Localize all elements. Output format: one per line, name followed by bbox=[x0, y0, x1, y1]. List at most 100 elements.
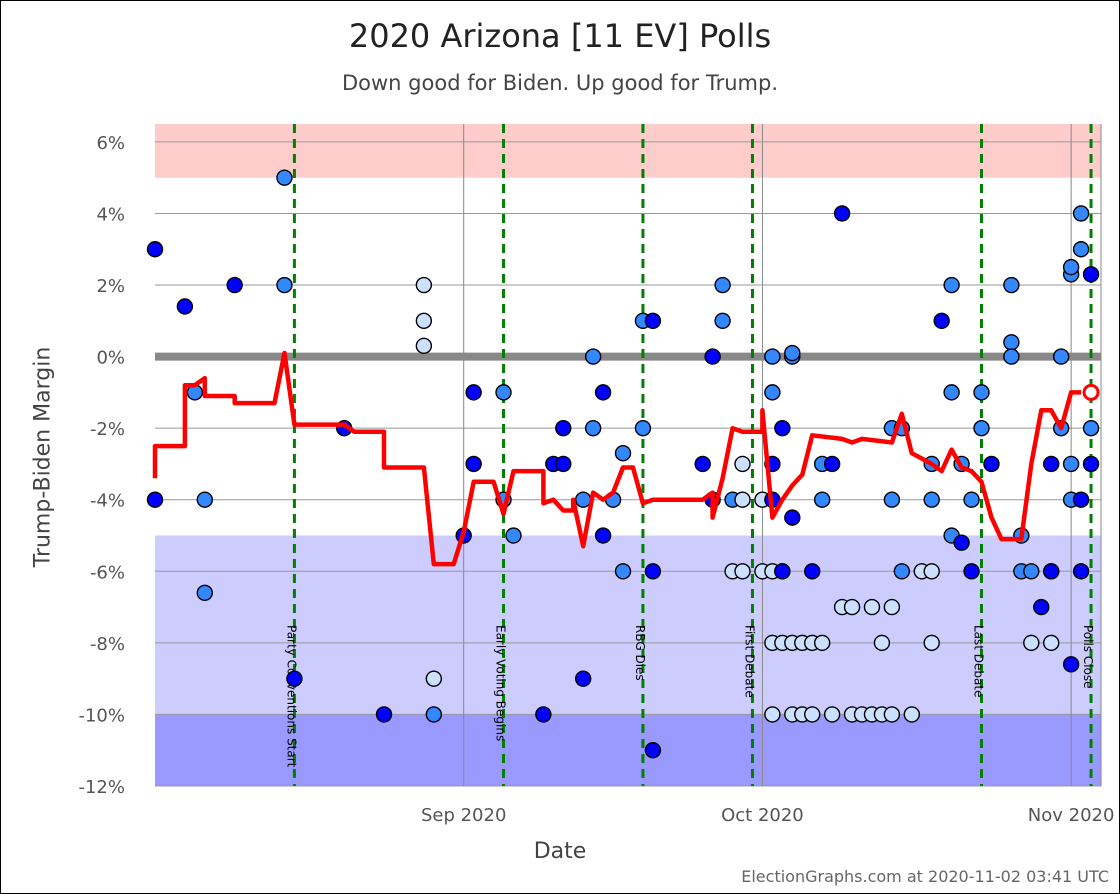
poll-point bbox=[893, 563, 911, 580]
poll-point bbox=[1023, 563, 1040, 580]
poll-point bbox=[634, 419, 652, 437]
y-tick-label: 0% bbox=[96, 348, 125, 369]
event-layer: Party Conventions Start Early Voting Begi… bbox=[284, 124, 1095, 786]
poll-point bbox=[714, 276, 731, 294]
poll-point bbox=[883, 491, 901, 508]
poll-point bbox=[833, 205, 851, 222]
poll-point bbox=[196, 584, 213, 601]
poll-point bbox=[973, 419, 990, 437]
poll-point bbox=[1072, 563, 1090, 580]
poll-point bbox=[1023, 634, 1040, 652]
poll-point bbox=[1052, 348, 1070, 365]
x-axis-label: Date bbox=[533, 839, 587, 864]
poll-point bbox=[823, 706, 841, 723]
poll-point bbox=[873, 634, 891, 652]
x-tick-label: Oct 2020 bbox=[721, 805, 804, 826]
y-tick-label: -4% bbox=[90, 491, 125, 512]
poll-point bbox=[495, 384, 512, 401]
y-tick-label: 6% bbox=[96, 133, 125, 154]
poll-point bbox=[1082, 455, 1100, 473]
poll-point bbox=[774, 563, 791, 580]
average-layer bbox=[152, 350, 1100, 567]
poll-point bbox=[535, 706, 552, 723]
poll-point bbox=[594, 384, 612, 401]
event-label: First Debate bbox=[742, 625, 756, 698]
poll-point bbox=[764, 706, 781, 723]
poll-point bbox=[764, 384, 781, 401]
poll-point bbox=[1043, 634, 1060, 652]
poll-point bbox=[415, 276, 433, 294]
poll-point bbox=[714, 312, 731, 330]
event-label: Party Conventions Start bbox=[284, 625, 298, 768]
poll-point bbox=[1003, 276, 1020, 294]
poll-point bbox=[1062, 656, 1080, 673]
poll-point bbox=[1043, 455, 1060, 473]
poll-point bbox=[823, 455, 841, 473]
poll-point bbox=[813, 491, 831, 508]
credit-text: ElectionGraphs.com at 2020-11-02 03:41 U… bbox=[741, 867, 1109, 886]
poll-point bbox=[594, 527, 612, 544]
poll-point bbox=[813, 634, 831, 652]
poll-point bbox=[146, 241, 164, 258]
y-tick-label: 4% bbox=[96, 204, 125, 225]
poll-point bbox=[276, 276, 293, 294]
poll-point bbox=[415, 312, 433, 330]
poll-point bbox=[574, 491, 592, 508]
poll-point bbox=[555, 455, 572, 473]
poll-point bbox=[1003, 348, 1020, 365]
event-label: RBG Dies bbox=[633, 625, 647, 681]
poll-point bbox=[764, 348, 781, 365]
poll-point bbox=[415, 337, 433, 355]
poll-point bbox=[784, 344, 801, 362]
y-tick-label: -2% bbox=[90, 419, 125, 440]
band bbox=[155, 714, 1101, 786]
poll-point bbox=[784, 509, 801, 526]
poll-point bbox=[555, 419, 572, 437]
poll-point bbox=[923, 563, 940, 580]
poll-point bbox=[973, 384, 990, 401]
event-label: Polls Close bbox=[1081, 625, 1095, 689]
poll-point bbox=[375, 706, 393, 723]
poll-point bbox=[584, 348, 602, 365]
poll-point bbox=[425, 706, 443, 723]
average-line bbox=[152, 350, 1082, 567]
poll-point bbox=[923, 634, 940, 652]
poll-point bbox=[146, 491, 164, 508]
poll-point bbox=[843, 598, 861, 616]
poll-point bbox=[863, 598, 881, 616]
poll-point bbox=[923, 491, 940, 508]
grid-layer bbox=[155, 124, 1101, 787]
poll-point bbox=[1062, 455, 1080, 473]
band bbox=[155, 124, 1101, 178]
poll-point bbox=[614, 563, 632, 580]
poll-point bbox=[1082, 419, 1100, 437]
poll-point bbox=[644, 742, 662, 759]
poll-point bbox=[694, 455, 711, 473]
x-tick-label: Sep 2020 bbox=[421, 805, 506, 826]
poll-point bbox=[953, 534, 970, 551]
y-axis-label: Trump-Biden Margin bbox=[30, 346, 56, 568]
y-tick-label: -8% bbox=[90, 634, 125, 655]
x-tick-label: Nov 2020 bbox=[1028, 805, 1115, 826]
poll-point bbox=[774, 419, 791, 437]
poll-point bbox=[943, 384, 960, 401]
average-endpoint bbox=[1082, 383, 1100, 401]
axes-layer: 6% 4% 2% 0% -2% -4% -6% -8% -10% -12% Sep 2020 Oct … bbox=[78, 124, 1114, 826]
y-tick-label: -12% bbox=[78, 777, 125, 798]
poll-point bbox=[276, 169, 293, 186]
poll-point bbox=[963, 491, 980, 508]
poll-point bbox=[734, 491, 751, 508]
poll-point bbox=[1072, 241, 1090, 258]
poll-point bbox=[903, 706, 920, 723]
y-tick-label: 2% bbox=[96, 276, 125, 297]
poll-point bbox=[1003, 334, 1020, 351]
poll-point bbox=[574, 670, 592, 687]
poll-point bbox=[963, 563, 980, 580]
poll-point bbox=[286, 670, 303, 687]
poll-point bbox=[734, 455, 751, 473]
poll-point bbox=[1043, 563, 1060, 580]
poll-point bbox=[644, 312, 662, 330]
points-layer bbox=[146, 169, 1100, 759]
poll-point bbox=[425, 670, 443, 687]
